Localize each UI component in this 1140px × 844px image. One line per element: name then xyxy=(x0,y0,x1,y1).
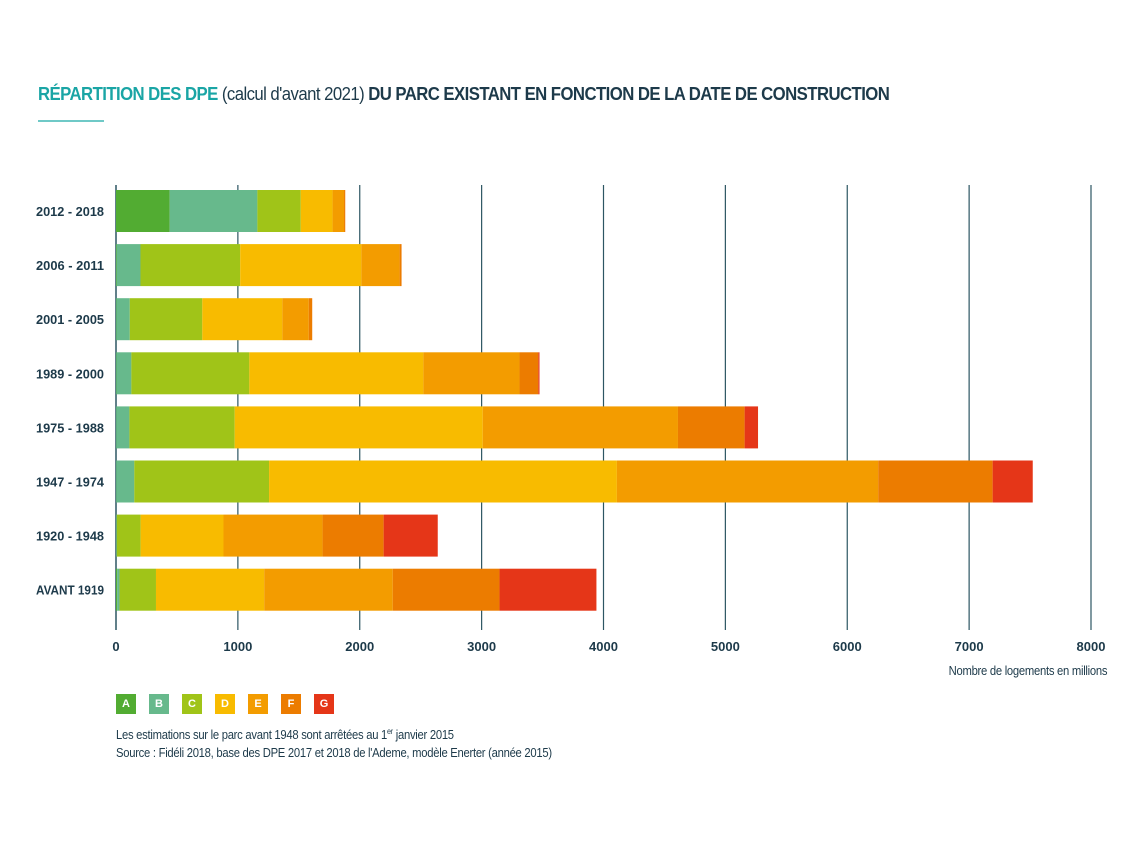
bar-segment-d xyxy=(202,298,283,341)
legend-item-c: C xyxy=(182,694,202,714)
bar-segment-d xyxy=(240,244,362,287)
bar-segment-c xyxy=(131,352,250,395)
legend-item-b: B xyxy=(149,694,169,714)
bar-segment-e xyxy=(264,568,393,611)
bar-segment-d xyxy=(155,568,265,611)
bar-segment-b xyxy=(116,244,141,287)
legend-item-a: A xyxy=(116,694,136,714)
note-text-end: janvier 2015 xyxy=(392,728,454,743)
bar-segment-b xyxy=(169,190,258,232)
bar-segment-f xyxy=(878,460,993,503)
legend-item-e: E xyxy=(248,694,268,714)
bar-segment-e xyxy=(482,406,678,449)
x-tick-label: 5000 xyxy=(711,639,740,654)
bar-segment-a xyxy=(116,568,118,611)
bar-segment-g xyxy=(744,406,759,449)
y-category-label: 1947 - 1974 xyxy=(36,475,105,490)
bar-segment-e xyxy=(223,514,323,557)
legend-item-g: G xyxy=(314,694,334,714)
x-tick-label: 4000 xyxy=(589,639,618,654)
bar-segment-d xyxy=(234,406,483,449)
bar-segment-b xyxy=(116,460,135,503)
title-subtitle: (calcul d'avant 2021) xyxy=(217,84,369,104)
note-sup: er xyxy=(387,727,393,736)
bar-segment-b xyxy=(116,406,130,449)
bar-segment-c xyxy=(129,406,235,449)
bar-segment-d xyxy=(140,514,224,557)
bar-segment-e xyxy=(282,298,309,341)
note-estimations: Les estimations sur le parc avant 1948 s… xyxy=(116,727,454,742)
x-tick-label: 6000 xyxy=(833,639,862,654)
bar-segment-d xyxy=(300,190,333,232)
bar-segment-d xyxy=(269,460,617,503)
legend-item-f: F xyxy=(281,694,301,714)
y-category-label: AVANT 1919 xyxy=(36,583,104,598)
bar-segment-c xyxy=(134,460,270,503)
bar-segment-f xyxy=(392,568,500,611)
x-tick-label: 2000 xyxy=(345,639,374,654)
x-tick-label: 3000 xyxy=(467,639,496,654)
x-tick-label: 1000 xyxy=(223,639,252,654)
bar-segment-g xyxy=(992,460,1033,503)
y-category-label: 2006 - 2011 xyxy=(36,258,104,273)
note-source: Source : Fidéli 2018, base des DPE 2017 … xyxy=(116,746,552,760)
bar-segment-a xyxy=(116,190,170,232)
note-text: Les estimations sur le parc avant 1948 s… xyxy=(116,728,388,743)
bar-segment-c xyxy=(129,298,203,341)
y-category-label: 1975 - 1988 xyxy=(36,420,104,435)
bar-segment-f xyxy=(399,244,402,287)
legend-item-d: D xyxy=(215,694,235,714)
bar-segment-b xyxy=(116,298,130,341)
bar-segment-d xyxy=(249,352,424,395)
y-category-label: 2001 - 2005 xyxy=(36,312,104,327)
title-accent: RÉPARTITION DES DPE xyxy=(38,84,218,104)
bar-segment-e xyxy=(361,244,400,287)
y-category-label: 1920 - 1948 xyxy=(36,529,104,544)
bar-segment-f xyxy=(344,190,346,232)
bar-segment-f xyxy=(322,514,384,557)
x-axis-label: Nombre de logements en millions xyxy=(948,664,1107,678)
bar-segment-f xyxy=(677,406,745,449)
x-tick-label: 8000 xyxy=(1077,639,1106,654)
bar-segment-e xyxy=(616,460,879,503)
bar-segment-e xyxy=(423,352,520,395)
bar-segment-c xyxy=(257,190,301,232)
bar-segment-c xyxy=(116,514,141,557)
bar-segment-f xyxy=(519,352,539,395)
bar-segment-c xyxy=(119,568,156,611)
bar-segment-a xyxy=(116,244,117,287)
bar-segment-g xyxy=(538,352,540,395)
y-category-label: 1989 - 2000 xyxy=(36,366,104,381)
title-main: DU PARC EXISTANT EN FONCTION DE LA DATE … xyxy=(368,84,890,104)
bar-segment-e xyxy=(332,190,345,232)
x-tick-label: 0 xyxy=(112,639,119,654)
bar-segment-f xyxy=(308,298,313,341)
x-tick-label: 7000 xyxy=(955,639,984,654)
bar-segment-c xyxy=(140,244,241,287)
chart-title: RÉPARTITION DES DPE (calcul d'avant 2021… xyxy=(38,84,890,105)
bar-segment-g xyxy=(383,514,438,557)
bar-segment-g xyxy=(499,568,597,611)
bar-segment-b xyxy=(116,514,117,557)
bar-segment-b xyxy=(117,568,120,611)
bar-segment-b xyxy=(116,352,132,395)
y-category-label: 2012 - 2018 xyxy=(36,204,104,219)
title-underline xyxy=(38,120,104,122)
